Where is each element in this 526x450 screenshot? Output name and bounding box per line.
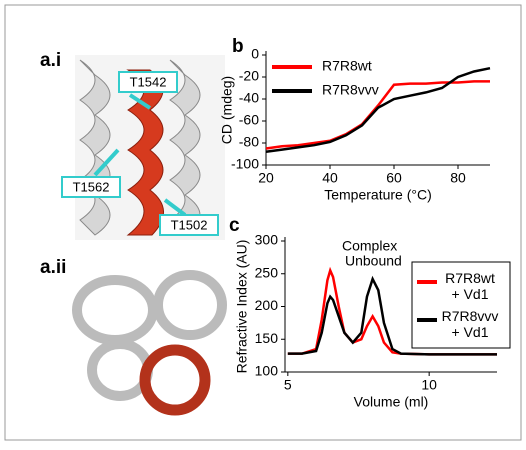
- helix-red: [139, 344, 211, 416]
- legend-label: R7R8wt + Vd1: [445, 270, 495, 302]
- y-tick-label: 250: [255, 264, 279, 280]
- x-axis-label: Temperature (°C): [324, 187, 432, 203]
- helix: [153, 270, 227, 340]
- y-tick-label: 200: [255, 297, 279, 313]
- x-tick-label: 40: [322, 170, 338, 186]
- annotation: Unbound: [345, 253, 402, 269]
- y-axis-label: CD (mdeg): [219, 76, 235, 144]
- legend-box: [411, 261, 511, 349]
- callout-box: [159, 214, 219, 236]
- structure-side: T1542 T1562 T1502: [61, 55, 225, 240]
- callout: T1542: [130, 74, 167, 89]
- y-tick-label: 150: [255, 330, 279, 346]
- y-tick-label: 300: [255, 232, 279, 248]
- legend-label: R7R8wt: [322, 58, 372, 74]
- legend-label: R7R8vvv: [322, 82, 379, 98]
- x-tick-label: 60: [386, 170, 402, 186]
- x-tick-label: 10: [421, 377, 437, 393]
- y-tick-label: -20: [239, 68, 259, 84]
- panel-label: b: [232, 36, 244, 57]
- helix: [79, 59, 111, 236]
- panel-label: c: [229, 215, 240, 236]
- data-line: [287, 275, 497, 356]
- callout-box: [61, 176, 121, 198]
- callout: T1502: [171, 217, 208, 232]
- callout-box: [118, 71, 178, 93]
- panel-label: a.ii: [40, 257, 66, 278]
- legend-item: R7R8wt + Vd1: [445, 270, 495, 302]
- x-tick-label: 80: [450, 170, 466, 186]
- y-axis-label: Refractive Index (AU): [234, 240, 250, 374]
- arrow: [128, 93, 152, 110]
- y-tick-label: -40: [239, 90, 259, 106]
- panel-label: a.i: [40, 50, 61, 71]
- annotation: Complex: [342, 238, 397, 254]
- legend-label: R7R8vvv + Vd1: [441, 308, 499, 340]
- arrow: [93, 148, 120, 177]
- x-axis-label: Volume (ml): [354, 394, 429, 410]
- y-tick-label: 0: [251, 46, 259, 62]
- arrow: [163, 198, 187, 217]
- y-tick-label: -80: [239, 134, 259, 150]
- callout: T1562: [73, 179, 110, 194]
- x-tick-label: 20: [258, 170, 274, 186]
- structure-top: [72, 270, 227, 416]
- data-line: [265, 66, 491, 154]
- y-tick-label: -100: [231, 156, 259, 172]
- helix-red: [126, 69, 164, 236]
- y-tick-label: -60: [239, 112, 259, 128]
- y-tick-label: 100: [255, 363, 279, 379]
- legend-item: R7R8vvv + Vd1: [441, 308, 499, 340]
- x-tick-label: 5: [284, 377, 292, 393]
- data-line: [265, 80, 490, 150]
